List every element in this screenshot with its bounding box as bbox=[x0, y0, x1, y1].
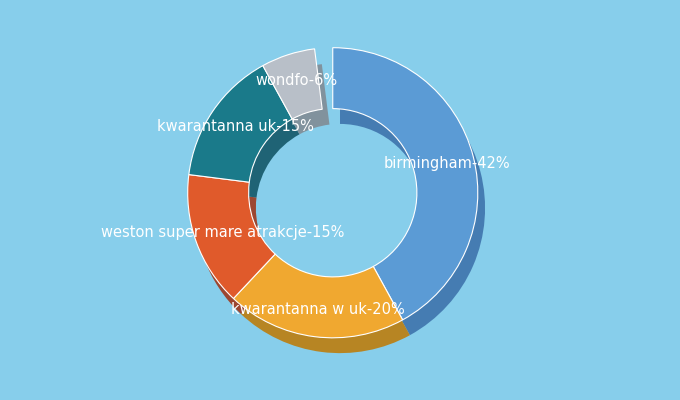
Wedge shape bbox=[189, 66, 292, 182]
Text: kwarantanna w uk-20%: kwarantanna w uk-20% bbox=[231, 302, 405, 317]
Text: birmingham-42%: birmingham-42% bbox=[384, 156, 510, 171]
Text: wondfo-6%: wondfo-6% bbox=[256, 74, 337, 88]
Wedge shape bbox=[340, 63, 485, 335]
Wedge shape bbox=[263, 49, 322, 119]
Text: weston super mare atrakcje-15%: weston super mare atrakcje-15% bbox=[101, 225, 344, 240]
Wedge shape bbox=[196, 81, 299, 198]
Wedge shape bbox=[233, 254, 403, 338]
Wedge shape bbox=[270, 64, 329, 134]
Text: kwarantanna uk-15%: kwarantanna uk-15% bbox=[157, 119, 314, 134]
Wedge shape bbox=[188, 174, 275, 298]
Wedge shape bbox=[195, 190, 282, 314]
Wedge shape bbox=[333, 48, 478, 320]
Wedge shape bbox=[241, 269, 410, 353]
